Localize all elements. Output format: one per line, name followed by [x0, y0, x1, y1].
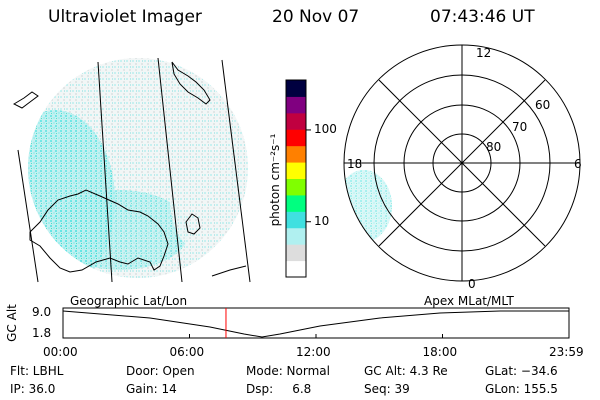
geographic-label: Geographic Lat/Lon [70, 294, 188, 308]
mlt-label-6: 6 [574, 157, 582, 171]
colorbar-cell [286, 162, 306, 179]
colorbar-cell [286, 244, 306, 262]
colorbar-cell [286, 211, 306, 229]
timeline-tick-label: 23:59 [549, 345, 584, 359]
timeline-tick-label: 18:00 [422, 345, 458, 359]
info-filter: Flt: LBHL [10, 364, 64, 378]
info-gain: Gain: 14 [126, 382, 177, 396]
mlt-label-12: 12 [476, 46, 492, 60]
timeline-tick-label: 06:00 [169, 345, 205, 359]
lat-label-70: 70 [512, 120, 528, 134]
colorbar-cell [286, 129, 306, 147]
colorbar-tick-label: 100 [314, 121, 337, 136]
coastline-path [29, 189, 169, 273]
lat-label-80: 80 [486, 140, 502, 154]
app-title: Ultraviolet Imager [48, 7, 202, 27]
mlt-label-18: 18 [347, 157, 363, 171]
timeline-tick-label: 00:00 [43, 345, 78, 359]
info-ip: IP: 36.0 [10, 382, 56, 396]
colorbar-cell [286, 145, 306, 163]
date-label: 20 Nov 07 [272, 7, 360, 27]
info-glat: GLat: −34.6 [485, 364, 558, 378]
apex-label: Apex MLat/MLT [424, 294, 514, 308]
colorbar-cell [286, 112, 306, 130]
info-glon: GLon: 155.5 [485, 382, 558, 396]
timeline-y-top: 9.0 [32, 305, 52, 319]
lat-label-60: 60 [535, 98, 551, 112]
polar-plot [343, 44, 581, 282]
timeline-y-bottom: 1.8 [32, 326, 52, 340]
colorbar-cell [286, 194, 306, 212]
info-mode: Mode: Normal [246, 364, 330, 378]
info-seq: Seq: 39 [364, 382, 410, 396]
colorbar-cell [286, 80, 306, 97]
colorbar-cell [286, 178, 306, 196]
meridian-lines [17, 57, 251, 283]
colorbar [285, 79, 311, 278]
colorbar-tick-label: 10 [314, 213, 330, 228]
time-label: 07:43:46 UT [430, 7, 535, 27]
info-door: Door: Open [126, 364, 195, 378]
timeline-axis-title: GC Alt [5, 304, 19, 342]
info-dsp: Dsp: 6.8 [246, 382, 312, 396]
polar-diagonal-2 [378, 79, 546, 247]
colorbar-cell [286, 96, 306, 114]
mlt-label-0: 0 [468, 277, 476, 291]
timeline-plot [62, 307, 570, 339]
geographic-image [12, 57, 251, 283]
colorbar-label: photon cm⁻²s⁻¹ [268, 133, 282, 227]
colorbar-cell [286, 227, 306, 245]
info-gc-alt: GC Alt: 4.3 Re [364, 364, 448, 378]
timeline-tick-label: 12:00 [296, 345, 331, 359]
colorbar-cell [286, 260, 306, 278]
